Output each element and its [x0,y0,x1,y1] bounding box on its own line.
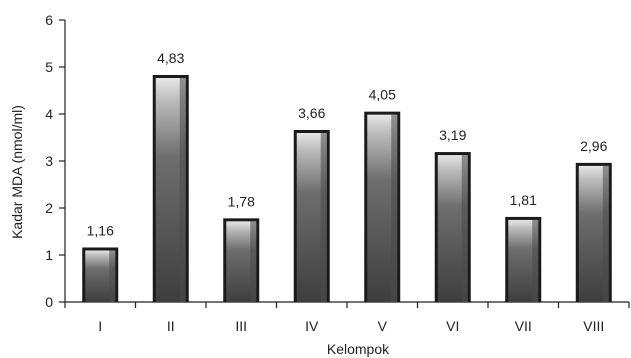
y-tick-label: 3 [45,153,53,169]
x-tick-label: V [378,318,388,334]
y-axis-title: Kadar MDA (nmol/ml) [9,105,25,239]
x-tick-label: VII [515,318,532,334]
bar [505,216,542,302]
y-tick-label: 2 [45,200,53,216]
y-tick-label: 1 [45,247,53,263]
x-tick-label: III [235,318,247,334]
bar-shade [250,221,257,302]
bar [364,111,401,303]
bars [82,74,612,303]
y-tick-label: 0 [45,294,53,310]
data-label: 1,81 [510,192,537,208]
bar [575,162,612,302]
data-labels: 1,16 4,83 1,78 3,66 4,05 3,19 1,81 2,96 [87,50,608,238]
bar [152,74,189,303]
x-tick-label: IV [305,318,319,334]
y-tick-label: 5 [45,59,53,75]
bar-shade [391,114,398,303]
x-axis: I II III IV V VI VII VIII [64,301,630,334]
x-tick-label: II [167,318,175,334]
bar-shade [461,155,468,302]
bar-shade [602,165,609,302]
data-label: 4,83 [157,50,184,66]
x-tick-label: VIII [583,318,604,334]
y-tick-label: 4 [45,106,53,122]
data-label: 2,96 [580,138,607,154]
bar [82,247,119,302]
bar [293,129,330,302]
bar-shade [320,132,327,302]
bar-shade [179,77,186,303]
data-label: 1,78 [228,193,255,209]
y-tick-label: 6 [45,12,53,28]
data-label: 3,19 [439,127,466,143]
bar [223,218,260,302]
data-label: 4,05 [369,87,396,103]
data-label: 1,16 [87,222,114,238]
bar-shade [532,219,539,302]
x-axis-title: Kelompok [327,341,390,357]
x-tick-label: I [98,318,102,334]
bar-shade [109,250,116,302]
bar [434,152,471,302]
x-tick-label: VI [446,318,459,334]
y-axis: 0 1 2 3 4 5 6 [45,12,66,310]
data-label: 3,66 [298,105,325,121]
